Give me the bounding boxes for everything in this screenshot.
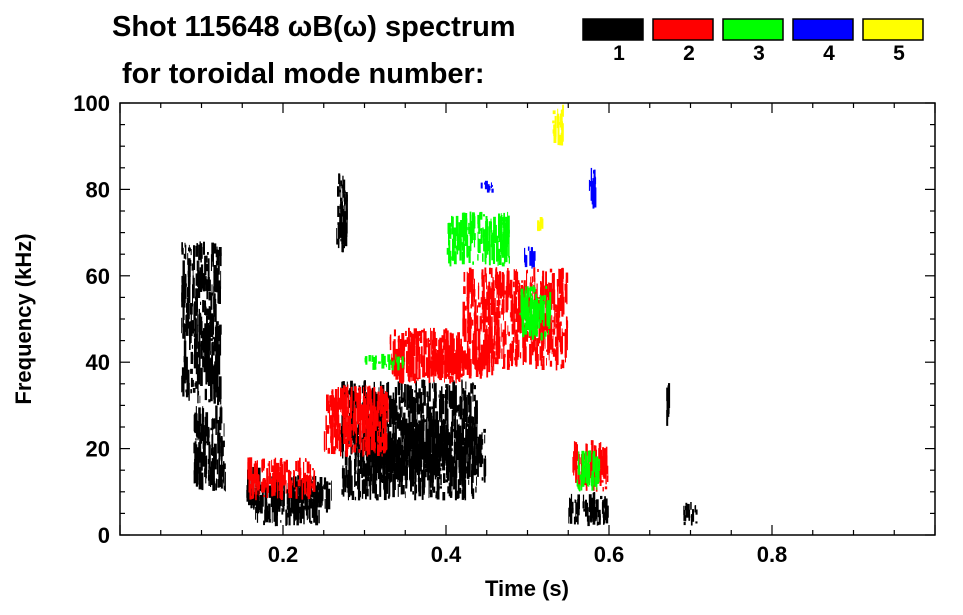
mode-1-band-9: [666, 383, 671, 426]
x-tick-label: 0.6: [594, 542, 625, 567]
mode-4-band-0: [480, 180, 494, 193]
y-tick-label: 20: [86, 437, 110, 462]
mode-1-band-1: [193, 405, 226, 492]
x-axis-title: Time (s): [485, 576, 569, 601]
mode-3-band-2: [519, 285, 552, 341]
legend-label-2: 2: [683, 42, 695, 65]
legend-label-1: 1: [613, 42, 625, 65]
legend-label-4: 4: [823, 42, 835, 65]
mode-4-band-1: [524, 246, 536, 269]
y-axis-title: Frequency (kHz): [11, 233, 36, 404]
mode-4-band-2: [588, 167, 597, 209]
legend-swatch-5: [862, 18, 924, 41]
mode-2-band-4: [462, 267, 569, 371]
mode-1-band-0: [181, 241, 222, 406]
legend-swatch-2: [652, 18, 714, 41]
legend-label-5: 5: [893, 42, 905, 65]
legend: 1 2 3 4 5: [582, 18, 924, 65]
y-tick-label: 60: [86, 264, 110, 289]
plot-area: [181, 104, 698, 527]
chart-title-line2: for toroidal mode number:: [122, 58, 485, 90]
mode-2-band-0: [247, 457, 316, 501]
mode-5-band-0: [552, 104, 564, 146]
mode-1-band-8: [568, 492, 609, 527]
legend-label-3: 3: [753, 42, 765, 65]
x-tick-label: 0.4: [431, 542, 462, 567]
mode-1-band-10: [683, 502, 698, 526]
mode-3-band-0: [364, 353, 405, 371]
chart-title-line1: Shot 115648 ωB(ω) spectrum: [112, 11, 516, 43]
x-tick-label: 0.2: [268, 542, 299, 567]
mode-2-band-1: [323, 384, 389, 457]
x-axis: 0.2 0.4 0.6 0.8: [119, 103, 936, 567]
mode-1-band-7: [364, 422, 487, 483]
legend-swatch-4: [792, 18, 854, 41]
legend-swatch-3: [722, 18, 784, 41]
y-tick-label: 0: [98, 523, 110, 548]
mode-3-band-1: [446, 211, 510, 267]
mode-3-band-3: [576, 450, 601, 492]
mode-1-band-5: [336, 173, 348, 253]
mode-5-band-1: [537, 217, 544, 232]
legend-swatch-1: [582, 18, 644, 41]
y-tick-label: 40: [86, 350, 110, 375]
y-axis: 0 20 40 60 80 100: [73, 91, 935, 548]
y-tick-label: 80: [86, 177, 110, 202]
y-tick-label: 100: [73, 91, 110, 116]
x-tick-label: 0.8: [757, 542, 788, 567]
